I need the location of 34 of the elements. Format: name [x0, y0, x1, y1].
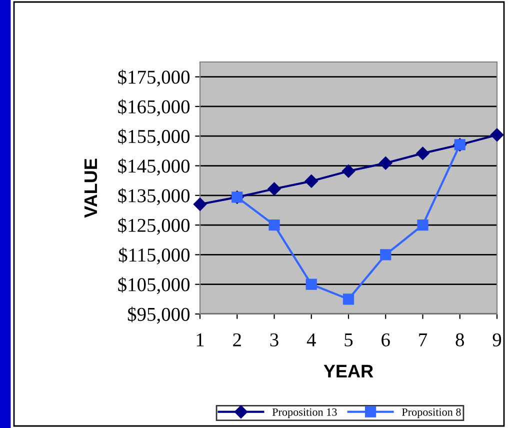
- point: [268, 220, 280, 231]
- legend-label: Proposition 8: [402, 408, 461, 418]
- point: [490, 128, 504, 142]
- y-tick-label: $155,000: [118, 128, 190, 146]
- y-tick-label: $175,000: [118, 69, 190, 87]
- point: [380, 249, 392, 260]
- x-tick-label: 3: [270, 333, 278, 346]
- point: [304, 174, 318, 188]
- x-tick-label: 8: [456, 333, 464, 346]
- y-tick-label: $145,000: [118, 158, 190, 176]
- y-tick-label: $165,000: [118, 99, 190, 116]
- x-tick-label: 5: [344, 334, 353, 346]
- y-tick-label: $125,000: [118, 218, 190, 235]
- x-tick-label: 1: [196, 333, 204, 346]
- x-tick-label: 4: [306, 333, 316, 346]
- y-tick-label: $135,000: [118, 188, 190, 206]
- x-tick-label: 6: [382, 333, 390, 346]
- y-tick-label: $105,000: [118, 277, 190, 294]
- y-tick-label: $95,000: [128, 306, 190, 324]
- x-tick-label: 9: [492, 333, 502, 346]
- point: [306, 278, 317, 290]
- x-tick-label: 2: [233, 333, 241, 346]
- x-tick-label: 7: [419, 334, 428, 346]
- point: [417, 220, 428, 231]
- point: [379, 156, 392, 170]
- point: [268, 182, 281, 196]
- legend-label: Proposition 13: [272, 408, 337, 418]
- point: [342, 164, 356, 178]
- x-axis-title: YEAR: [324, 364, 374, 378]
- y-axis-title: VALUE: [84, 158, 98, 218]
- y-tick-label: $115,000: [118, 247, 190, 264]
- point: [193, 198, 207, 211]
- point: [342, 294, 354, 305]
- point: [416, 146, 430, 160]
